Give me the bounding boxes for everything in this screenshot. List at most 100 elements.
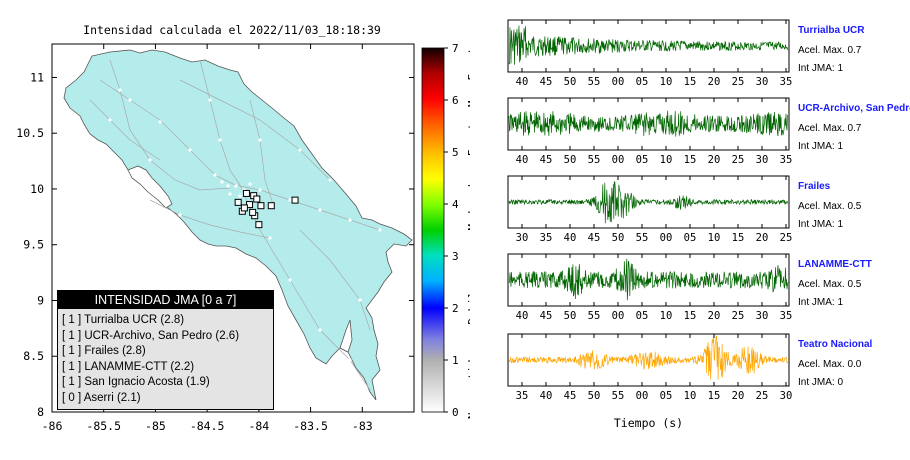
- colorbar-level-label: Fuerte: [466, 117, 470, 157]
- waveform-tick-label: 45: [588, 232, 601, 244]
- waveform-trace: [508, 25, 789, 65]
- waveform-tick-label: 05: [684, 232, 697, 244]
- colorbar-level-label: Moderado: [466, 178, 470, 231]
- waveform-tick-label: 05: [636, 310, 649, 322]
- waveform-tick-label: 25: [756, 390, 769, 402]
- lon-tick-label: -83.5: [293, 419, 328, 433]
- legend-item: [ 1 ] Frailes (2.8): [62, 345, 146, 358]
- waveform-tick-label: 40: [564, 232, 577, 244]
- station-acel: Acel. Max. 0.7: [798, 45, 862, 56]
- station-name: Frailes: [798, 181, 831, 192]
- waveform-tick-label: 55: [636, 232, 649, 244]
- waveform-tick-label: 20: [708, 154, 721, 166]
- waveform-trace: [508, 335, 789, 380]
- colorbar-level-label: Muy Fuerte: [466, 41, 470, 107]
- station-int: Int JMA: 1: [798, 63, 844, 74]
- colorbar-tick-label: 7: [452, 42, 459, 55]
- colorbar-tick-label: 2: [452, 302, 459, 315]
- waveform-tick-label: 15: [684, 76, 697, 88]
- lat-tick-label: 8: [37, 405, 44, 419]
- waveform-tick-label: 25: [732, 310, 745, 322]
- waveform-tick-label: 15: [684, 310, 697, 322]
- colorbar-tick-label: 6: [452, 94, 459, 107]
- waveform-tick-label: 30: [780, 390, 793, 402]
- station-square: [291, 196, 299, 204]
- waveform-tick-label: 10: [660, 76, 673, 88]
- waveform-tick-label: 35: [780, 310, 793, 322]
- lon-tick-label: -84.5: [190, 419, 225, 433]
- waveform-tick-label: 25: [780, 232, 793, 244]
- colorbar-level-label: No sentido: [466, 353, 470, 419]
- station-square: [257, 202, 265, 210]
- legend-item: [ 1 ] UCR-Archivo, San Pedro (2.6): [62, 329, 240, 342]
- station-name: Turrialba UCR: [798, 25, 865, 36]
- waveform-tick-label: 55: [588, 310, 601, 322]
- colorbar-tick-label: 4: [452, 198, 459, 211]
- station-name: UCR-Archivo, San Pedro: [798, 103, 910, 114]
- waveform-trace: [508, 181, 789, 224]
- station-square: [249, 208, 257, 216]
- station-square: [255, 221, 263, 229]
- gulf-of-nicoya: [127, 165, 173, 209]
- station-name: Teatro Nacional: [798, 339, 873, 350]
- colorbar: [421, 47, 445, 413]
- waveform-tick-label: 30: [756, 154, 769, 166]
- lon-tick-label: -85: [145, 419, 166, 433]
- station-square: [267, 202, 275, 210]
- town-markers: [108, 88, 382, 362]
- station-acel: Acel. Max. 0.5: [798, 201, 862, 212]
- station-square: [240, 204, 248, 212]
- legend-item: [ 1 ] San Ignacio Acosta (1.9): [62, 376, 210, 389]
- colorbar-level-label: Debil: [466, 291, 470, 324]
- waveform-tick-label: 40: [516, 310, 529, 322]
- waveform-tick-label: 05: [636, 76, 649, 88]
- waveform-tick-label: 55: [612, 390, 625, 402]
- map-title: Intensidad calculada el 2022/11/03_18:18…: [83, 23, 381, 37]
- waveform-tick-label: 15: [708, 390, 721, 402]
- lon-tick-label: -84: [248, 419, 269, 433]
- station-square: [242, 189, 250, 197]
- station-acel: Acel. Max. 0.5: [798, 279, 862, 290]
- lat-tick-label: 10.5: [16, 126, 44, 140]
- waveform-tick-label: 55: [588, 154, 601, 166]
- lat-tick-label: 9.5: [23, 238, 44, 252]
- waveform-frame: [507, 333, 790, 387]
- waveform-tick-label: 50: [564, 154, 577, 166]
- waveform-tick-label: 35: [780, 154, 793, 166]
- waveform-tick-label: 15: [684, 154, 697, 166]
- waveform-tick-label: 45: [540, 310, 553, 322]
- station-int: Int JMA: 1: [798, 297, 844, 308]
- waveform-tick-label: 20: [756, 232, 769, 244]
- waveform-tick-label: 05: [660, 390, 673, 402]
- legend-item: [ 1 ] LANAMME-CTT (2.2): [62, 360, 195, 373]
- waveform-tick-label: 10: [660, 310, 673, 322]
- colorbar-tick-label: 0: [452, 406, 459, 419]
- waveform-tick-label: 30: [516, 232, 529, 244]
- waveform-tick-label: 50: [564, 310, 577, 322]
- waveform-tick-label: 25: [732, 76, 745, 88]
- latitude-axis: 11 10.5 10 9.5 9 8.5 8: [16, 70, 414, 419]
- colorbar-tick-label: 3: [452, 250, 459, 263]
- lat-tick-label: 10: [30, 182, 44, 196]
- station-square: [234, 198, 242, 206]
- waveform-tick-label: 05: [636, 154, 649, 166]
- waveform-tick-label: 30: [756, 76, 769, 88]
- waveform-xlabel: Tiempo (s): [614, 416, 683, 430]
- waveform-tick-label: 45: [540, 76, 553, 88]
- waveform-tick-label: 30: [756, 310, 769, 322]
- station-int: Int JMA: 0: [798, 377, 844, 388]
- waveform-panel: 40 45 50 55 00 05 10 15 20 25 30 35 40 45 50 55 00 05 10 15…: [507, 19, 793, 430]
- colorbar-labels: No sentido Debil Moderado Fuerte Muy Fuerte: [466, 41, 470, 419]
- waveform-trace: [508, 258, 789, 301]
- station-acel: Acel. Max. 0.7: [798, 123, 862, 134]
- colorbar-ticks: 0 1 2 3 4 5 6 7: [444, 42, 459, 419]
- waveform-trace: [508, 110, 789, 137]
- station-int: Int JMA: 1: [798, 141, 844, 152]
- waveform-tick-label: 40: [516, 76, 529, 88]
- waveform-tick-label: 55: [588, 76, 601, 88]
- station-markers: [234, 189, 299, 229]
- colorbar-tick-label: 1: [452, 354, 459, 367]
- waveform-tick-label: 15: [732, 232, 745, 244]
- waveform-tick-label: 00: [612, 154, 625, 166]
- waveform-tick-label: 50: [588, 390, 601, 402]
